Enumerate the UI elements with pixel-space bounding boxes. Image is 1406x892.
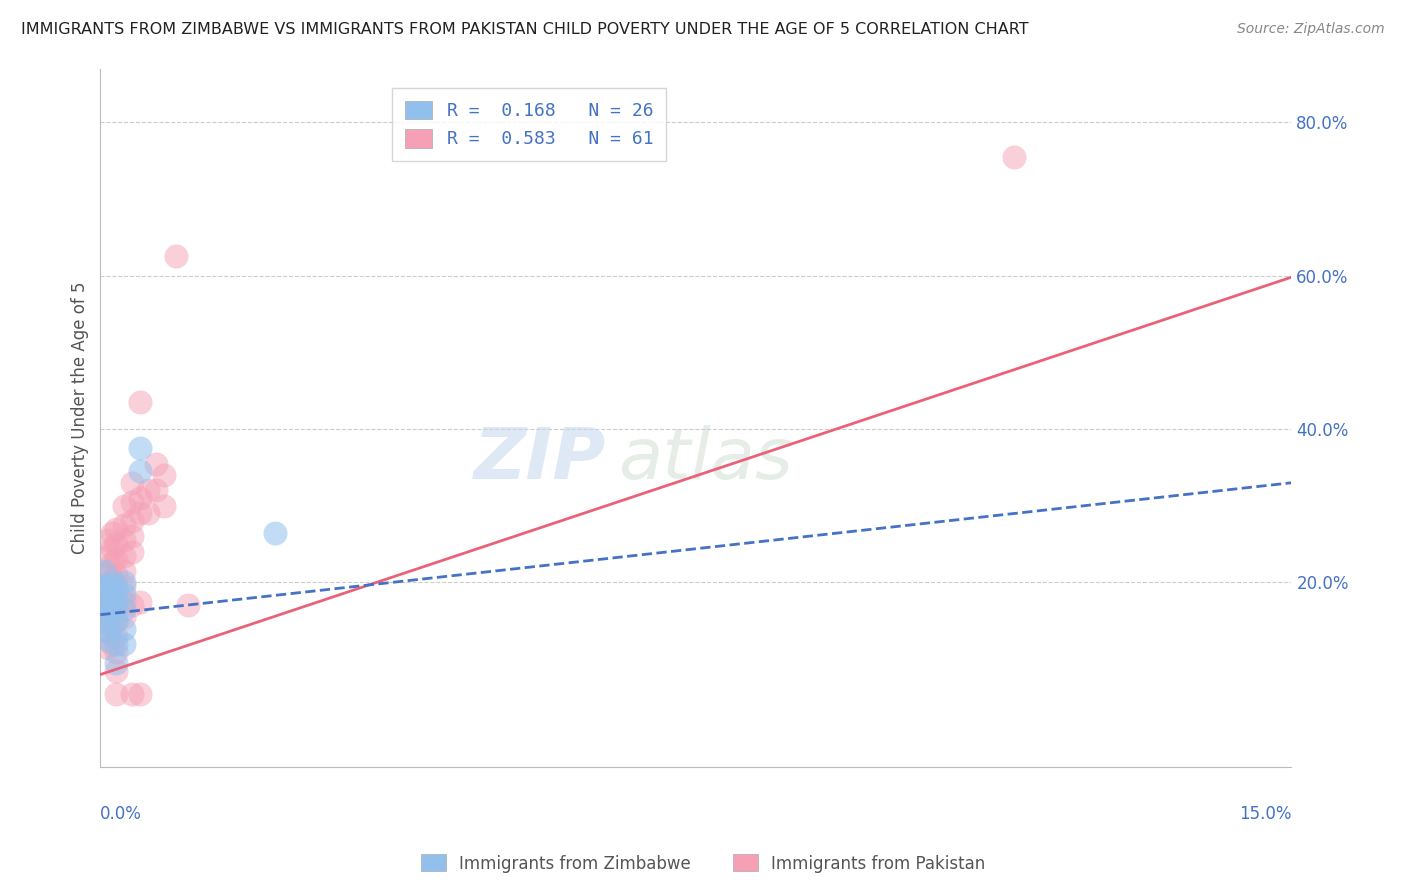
Point	[97, 602, 120, 616]
Point	[97, 633, 120, 648]
Point	[105, 552, 128, 566]
Point	[112, 602, 135, 616]
Text: IMMIGRANTS FROM ZIMBABWE VS IMMIGRANTS FROM PAKISTAN CHILD POVERTY UNDER THE AGE: IMMIGRANTS FROM ZIMBABWE VS IMMIGRANTS F…	[21, 22, 1029, 37]
Point	[145, 457, 167, 471]
Y-axis label: Child Poverty Under the Age of 5: Child Poverty Under the Age of 5	[72, 281, 89, 554]
Point	[97, 564, 120, 578]
Point	[112, 595, 135, 609]
Point	[101, 557, 124, 571]
Point	[97, 614, 120, 628]
Point	[101, 617, 124, 632]
Point	[129, 507, 152, 521]
Point	[129, 442, 152, 456]
Point	[264, 525, 287, 540]
Point	[1002, 150, 1025, 164]
Point	[97, 602, 120, 616]
Point	[93, 595, 115, 609]
Point	[112, 518, 135, 533]
Point	[112, 549, 135, 563]
Point	[101, 599, 124, 613]
Point	[97, 617, 120, 632]
Point	[105, 664, 128, 678]
Point	[101, 637, 124, 651]
Point	[165, 250, 187, 264]
Point	[136, 483, 159, 498]
Point	[93, 606, 115, 620]
Point	[121, 545, 143, 559]
Point	[101, 525, 124, 540]
Point	[101, 587, 124, 601]
Text: atlas: atlas	[619, 425, 793, 494]
Point	[121, 599, 143, 613]
Point	[97, 610, 120, 624]
Legend: R =  0.168   N = 26, R =  0.583   N = 61: R = 0.168 N = 26, R = 0.583 N = 61	[392, 88, 666, 161]
Point	[97, 579, 120, 593]
Point	[97, 591, 120, 605]
Point	[112, 579, 135, 593]
Point	[121, 495, 143, 509]
Point	[129, 491, 152, 505]
Point	[93, 567, 115, 582]
Point	[153, 468, 176, 483]
Point	[105, 567, 128, 582]
Point	[105, 599, 128, 613]
Point	[105, 614, 128, 628]
Point	[136, 507, 159, 521]
Point	[112, 610, 135, 624]
Point	[121, 475, 143, 490]
Point	[105, 614, 128, 628]
Point	[129, 395, 152, 409]
Point	[101, 602, 124, 616]
Point	[101, 572, 124, 586]
Point	[97, 595, 120, 609]
Point	[93, 583, 115, 598]
Point	[145, 483, 167, 498]
Text: 15.0%: 15.0%	[1239, 805, 1292, 823]
Point	[112, 587, 135, 601]
Point	[105, 583, 128, 598]
Point	[105, 629, 128, 643]
Point	[105, 579, 128, 593]
Point	[105, 522, 128, 536]
Point	[105, 687, 128, 701]
Text: 0.0%: 0.0%	[100, 805, 142, 823]
Point	[112, 622, 135, 636]
Text: Source: ZipAtlas.com: Source: ZipAtlas.com	[1237, 22, 1385, 37]
Point	[105, 537, 128, 551]
Point	[97, 533, 120, 548]
Legend: Immigrants from Zimbabwe, Immigrants from Pakistan: Immigrants from Zimbabwe, Immigrants fro…	[415, 847, 991, 880]
Point	[121, 529, 143, 543]
Point	[129, 464, 152, 478]
Point	[112, 533, 135, 548]
Point	[112, 575, 135, 590]
Point	[105, 644, 128, 658]
Point	[112, 499, 135, 513]
Point	[112, 564, 135, 578]
Point	[153, 499, 176, 513]
Point	[97, 625, 120, 640]
Text: ZIP: ZIP	[474, 425, 606, 494]
Point	[97, 579, 120, 593]
Point	[97, 625, 120, 640]
Point	[121, 514, 143, 528]
Point	[101, 575, 124, 590]
Point	[176, 599, 198, 613]
Point	[105, 637, 128, 651]
Point	[97, 640, 120, 655]
Point	[105, 602, 128, 616]
Point	[97, 549, 120, 563]
Point	[129, 687, 152, 701]
Point	[112, 637, 135, 651]
Point	[93, 564, 115, 578]
Point	[101, 541, 124, 555]
Point	[101, 587, 124, 601]
Point	[105, 591, 128, 605]
Point	[105, 656, 128, 670]
Point	[129, 595, 152, 609]
Point	[121, 687, 143, 701]
Point	[93, 579, 115, 593]
